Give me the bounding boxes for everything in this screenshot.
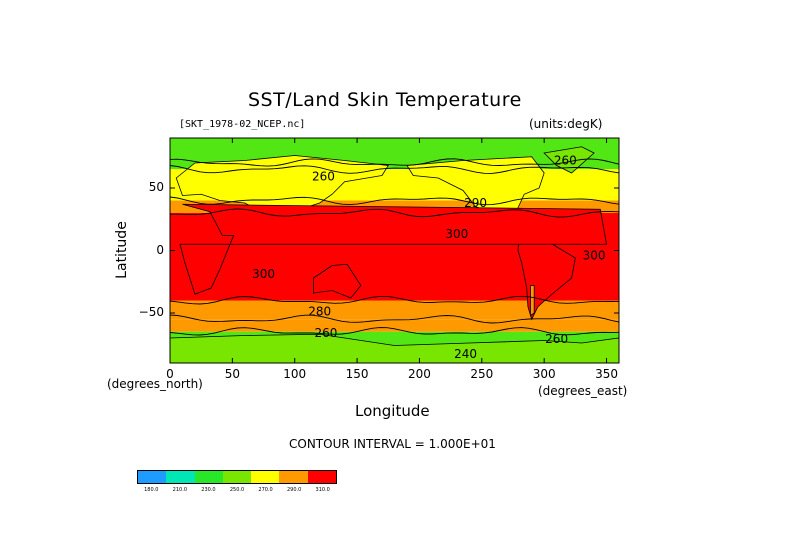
y-axis-label: Latitude	[114, 221, 130, 279]
x-tick-label: 250	[470, 367, 494, 381]
europe-asia-land	[175, 155, 389, 214]
x-tick-label: 150	[345, 367, 369, 381]
colorbar-swatch	[251, 471, 280, 483]
contour-label: 290	[464, 196, 487, 210]
contour-line	[169, 165, 620, 174]
contour-label: 300	[445, 227, 468, 241]
units-label: (units:degK)	[529, 117, 603, 131]
temperature-band	[170, 300, 619, 320]
colorbar-level-label: 230.0	[201, 487, 216, 493]
temperature-band	[170, 163, 619, 170]
colorbar-swatch	[194, 471, 223, 483]
x-tick-label: 100	[283, 367, 307, 381]
x-tick-label: 300	[532, 367, 556, 381]
y-tick-label: 50	[148, 180, 164, 194]
contour-interval: CONTOUR INTERVAL = 1.000E+01	[289, 437, 496, 451]
y-tick-label: −50	[138, 305, 164, 319]
y-axis-units: (degrees_north)	[107, 377, 203, 391]
contour-line	[169, 314, 620, 324]
contour-line	[169, 158, 620, 167]
africa-land	[179, 203, 608, 295]
contour-label: 260	[554, 153, 577, 167]
contour-line	[169, 295, 620, 305]
colorbar-level-label: 180.0	[144, 487, 159, 493]
contour-line	[169, 327, 620, 336]
colorbar-level-label: 250.0	[229, 487, 245, 493]
temperature-band	[170, 319, 619, 332]
x-tick-label: 200	[407, 367, 431, 381]
contour-label: 280	[308, 305, 331, 319]
contour-label: 300	[252, 267, 275, 281]
contour-label: 300	[583, 248, 606, 262]
colorbar-level-label: 290.0	[286, 487, 302, 493]
x-tick-label: 350	[595, 367, 618, 381]
australia-land	[313, 263, 362, 299]
colorbar-level-label: 310.0	[315, 487, 330, 493]
south-america-andes	[530, 285, 535, 317]
colorbar-swatch	[138, 471, 167, 483]
greenland-land	[543, 146, 595, 174]
contour-label: 260	[314, 326, 337, 340]
colorbar-swatch	[166, 471, 195, 483]
y-tick-label: 0	[156, 242, 164, 257]
contour-label: 260	[545, 332, 568, 346]
colorbar	[137, 470, 337, 484]
contour-label: 260	[312, 170, 335, 184]
colorbar-level-label: 210.0	[172, 487, 188, 493]
colorbar-swatch	[222, 471, 252, 483]
colorbar-swatch	[307, 471, 336, 483]
colorbar-swatch	[279, 471, 308, 483]
x-tick-label: 50	[224, 367, 240, 381]
colorbar-level-label: 270.0	[258, 487, 273, 493]
x-axis-units: (degrees_east)	[538, 384, 628, 398]
x-tick-label: 0	[166, 367, 174, 381]
file-label: [SKT_1978-02_NCEP.nc]	[179, 119, 306, 130]
chart-title: SST/Land Skin Temperature	[248, 89, 522, 111]
contour-line	[170, 208, 620, 218]
contour-label: 240	[454, 347, 477, 361]
x-axis-label: Longitude	[355, 402, 430, 420]
contour-line	[169, 196, 620, 206]
